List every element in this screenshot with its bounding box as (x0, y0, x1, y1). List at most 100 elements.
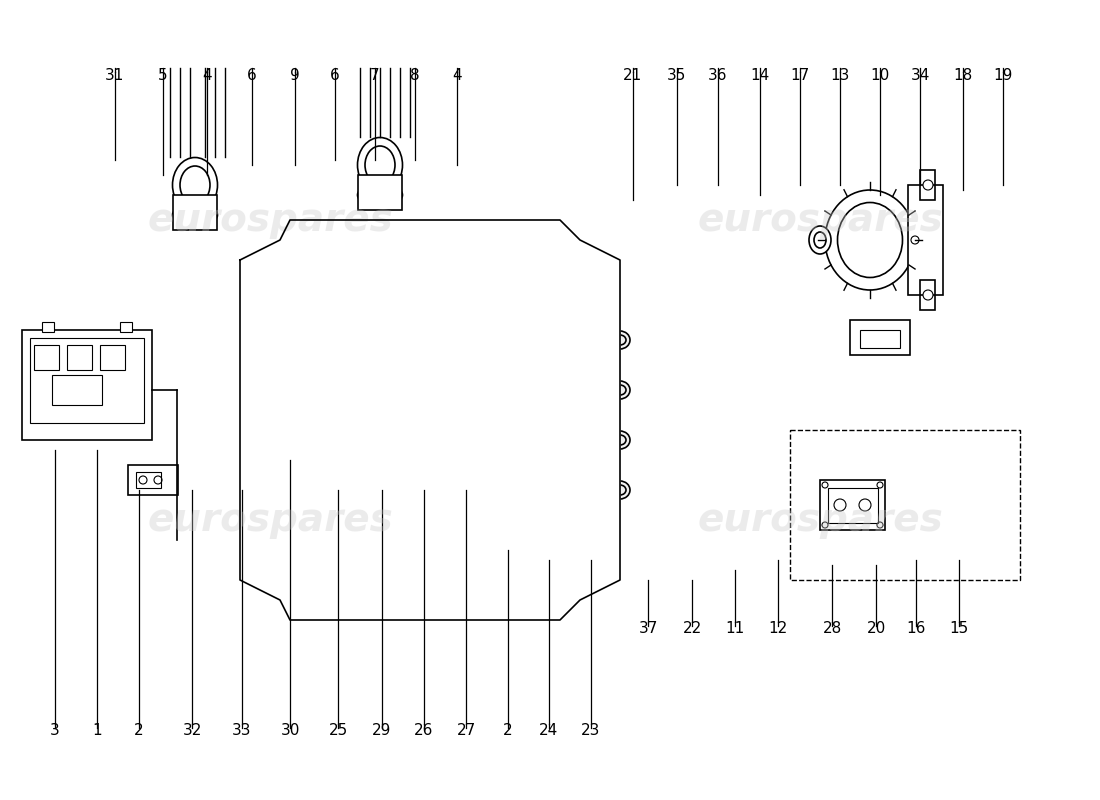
Text: 14: 14 (750, 68, 770, 83)
Ellipse shape (293, 565, 328, 615)
Bar (820, 480, 886, 530)
Text: 1: 1 (92, 723, 102, 738)
Text: eurospares: eurospares (697, 201, 943, 239)
Text: 15: 15 (949, 621, 969, 636)
Ellipse shape (808, 226, 830, 254)
Text: 25: 25 (329, 723, 348, 738)
Bar (22, 330, 152, 440)
Text: 32: 32 (183, 723, 201, 738)
Ellipse shape (358, 138, 403, 193)
Text: 2: 2 (134, 723, 144, 738)
Bar (250, 295, 280, 575)
Circle shape (272, 469, 284, 481)
Text: 24: 24 (539, 723, 559, 738)
Text: 19: 19 (993, 68, 1013, 83)
Bar (268, 437, 408, 483)
Text: 29: 29 (372, 723, 392, 738)
Circle shape (288, 405, 298, 415)
Bar (173, 195, 217, 230)
Ellipse shape (825, 190, 915, 290)
Text: 4: 4 (452, 68, 462, 83)
Bar (120, 322, 132, 332)
Circle shape (923, 180, 933, 190)
Text: 17: 17 (791, 68, 810, 83)
Text: 22: 22 (682, 621, 702, 636)
Text: 6: 6 (330, 68, 340, 83)
Text: 10: 10 (870, 68, 890, 83)
Bar (285, 300, 575, 570)
Ellipse shape (293, 255, 328, 305)
Bar (30, 338, 144, 423)
Bar (850, 320, 910, 355)
Text: eurospares: eurospares (697, 501, 943, 539)
Bar (920, 280, 935, 310)
Ellipse shape (442, 255, 477, 305)
Text: 26: 26 (415, 723, 433, 738)
Text: 31: 31 (106, 68, 124, 83)
Bar (300, 500, 560, 600)
Text: 7: 7 (371, 68, 380, 83)
Ellipse shape (610, 431, 630, 449)
Ellipse shape (258, 449, 278, 471)
Bar (908, 185, 943, 295)
Circle shape (834, 499, 846, 511)
Bar (828, 488, 878, 523)
Bar (288, 395, 343, 437)
Text: 27: 27 (456, 723, 475, 738)
Text: 36: 36 (708, 68, 728, 83)
Ellipse shape (610, 481, 630, 499)
Text: 16: 16 (906, 621, 926, 636)
Ellipse shape (173, 158, 218, 213)
Bar (67, 345, 92, 370)
Text: 18: 18 (954, 68, 972, 83)
Circle shape (859, 499, 871, 511)
Text: 5: 5 (158, 68, 168, 83)
Text: 2: 2 (503, 723, 513, 738)
Circle shape (923, 290, 933, 300)
Ellipse shape (398, 449, 418, 471)
Bar (358, 175, 402, 210)
Circle shape (323, 405, 333, 415)
Text: 6: 6 (248, 68, 257, 83)
Ellipse shape (290, 386, 340, 404)
Ellipse shape (314, 438, 363, 482)
Bar (790, 430, 1020, 580)
Bar (136, 472, 161, 488)
Text: 28: 28 (823, 621, 842, 636)
Text: 3: 3 (51, 723, 59, 738)
Ellipse shape (342, 255, 377, 305)
Text: eurospares: eurospares (147, 201, 393, 239)
Bar (100, 345, 125, 370)
Text: 9: 9 (290, 68, 300, 83)
Polygon shape (240, 220, 620, 620)
Text: 30: 30 (280, 723, 299, 738)
Ellipse shape (610, 381, 630, 399)
Ellipse shape (342, 565, 377, 615)
Text: 11: 11 (725, 621, 745, 636)
Text: 21: 21 (624, 68, 642, 83)
Text: eurospares: eurospares (147, 501, 393, 539)
Text: 23: 23 (581, 723, 601, 738)
Circle shape (342, 472, 354, 484)
Ellipse shape (393, 255, 428, 305)
Ellipse shape (610, 331, 630, 349)
Text: 20: 20 (867, 621, 886, 636)
Circle shape (392, 469, 404, 481)
Text: 4: 4 (202, 68, 212, 83)
Bar (42, 322, 54, 332)
Ellipse shape (442, 565, 477, 615)
Ellipse shape (173, 204, 218, 226)
Bar (128, 465, 178, 495)
Bar (580, 295, 611, 575)
Text: 33: 33 (232, 723, 252, 738)
Text: 12: 12 (769, 621, 788, 636)
Ellipse shape (393, 565, 428, 615)
Text: 8: 8 (410, 68, 420, 83)
Text: 37: 37 (638, 621, 658, 636)
Circle shape (911, 236, 918, 244)
Ellipse shape (358, 184, 403, 206)
Bar (34, 345, 59, 370)
Bar (920, 170, 935, 200)
Text: 34: 34 (911, 68, 930, 83)
Bar (52, 375, 102, 405)
